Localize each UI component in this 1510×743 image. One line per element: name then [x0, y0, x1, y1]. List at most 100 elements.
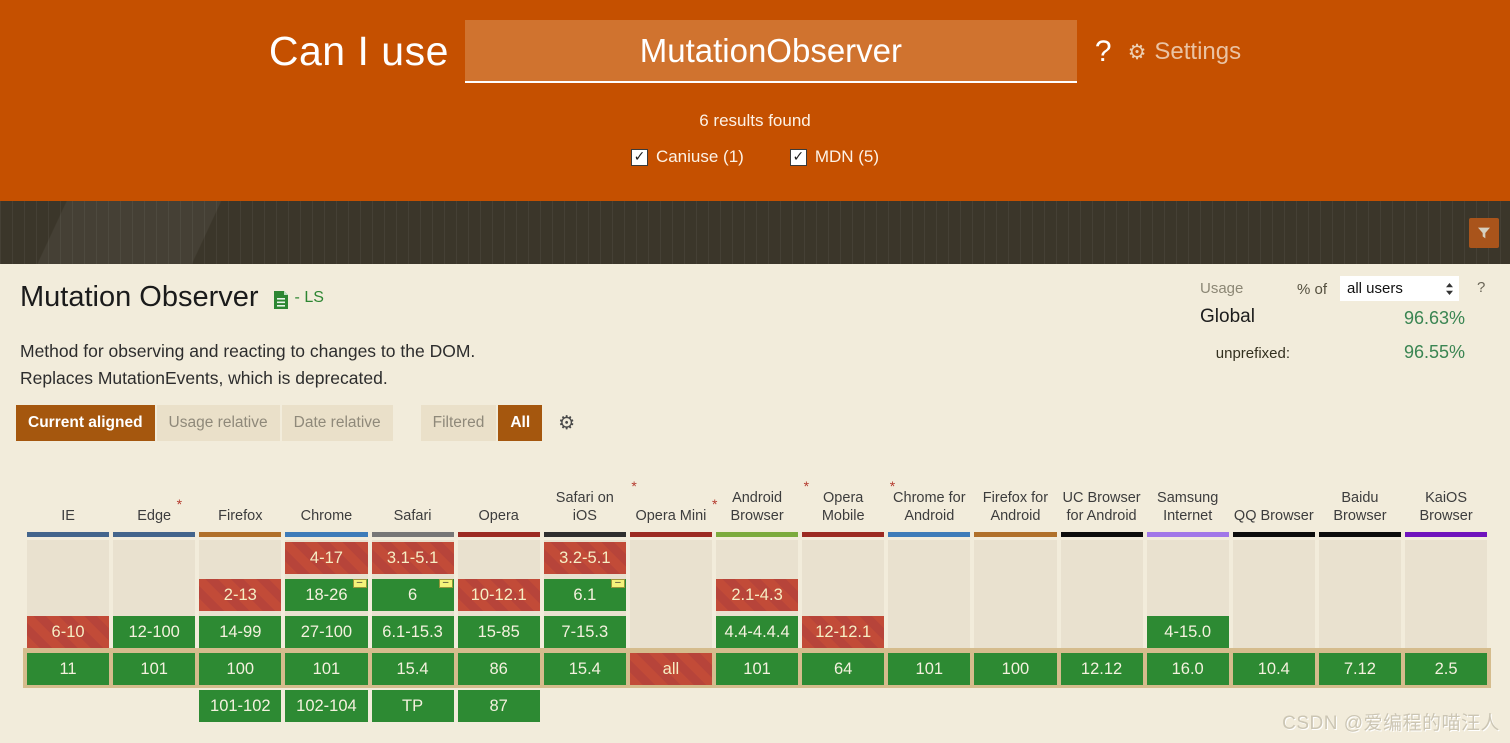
- version-cell[interactable]: 16.0: [1146, 653, 1229, 685]
- unprefixed-label: unprefixed:: [1215, 345, 1290, 362]
- browser-name: QQ Browser: [1233, 508, 1314, 524]
- version-cell[interactable]: 4-15.0: [1146, 616, 1229, 648]
- version-cell[interactable]: all: [629, 653, 712, 685]
- version-cell[interactable]: 101: [285, 653, 368, 685]
- version-cell[interactable]: 101-102: [199, 690, 282, 722]
- browser-name: Safari on iOS: [555, 490, 614, 524]
- version-cell[interactable]: 7.12: [1318, 653, 1401, 685]
- spec-document-icon[interactable]: [273, 290, 289, 310]
- brand-strip: [113, 532, 196, 537]
- browser-header: Baidu Browser: [1319, 454, 1401, 532]
- browser-header: Firefox for Android: [974, 454, 1056, 532]
- browser-column: Opera Mini * all: [629, 454, 717, 722]
- browser-name: Chrome: [300, 508, 353, 524]
- usage-help-link[interactable]: ?: [1477, 279, 1486, 296]
- note-asterisk: *: [176, 496, 183, 512]
- browser-name: Samsung Internet: [1157, 490, 1219, 524]
- browser-column: Firefox 2-13 14-99 100 101-102: [199, 454, 282, 722]
- version-cell[interactable]: 101: [888, 653, 971, 685]
- version-cell[interactable]: 18-26–: [285, 578, 368, 611]
- usage-region-select[interactable]: all users: [1340, 276, 1459, 301]
- version-cell[interactable]: 101: [113, 653, 196, 685]
- version-cell[interactable]: 12.12: [1060, 653, 1143, 685]
- version-cell[interactable]: 101: [716, 653, 799, 685]
- version-cell[interactable]: 2-13: [199, 579, 282, 611]
- version-cell[interactable]: 64: [802, 653, 885, 685]
- usage-label: Usage: [1200, 280, 1244, 297]
- feature-title: Mutation Observer: [20, 281, 259, 313]
- version-cell[interactable]: 6-10: [27, 616, 110, 648]
- help-link[interactable]: ?: [1094, 34, 1112, 68]
- browser-column: IE 6-10 11: [27, 454, 110, 722]
- spec-status-badge[interactable]: - LS: [294, 288, 324, 306]
- version-cell[interactable]: 12-100: [113, 616, 196, 648]
- unprefixed-value: 96.55%: [1403, 342, 1465, 362]
- browser-header: Safari on iOS *: [544, 454, 637, 532]
- description-line: Method for observing and reacting to cha…: [20, 341, 476, 361]
- search-input[interactable]: [464, 20, 1077, 83]
- site-brand: Can I use: [268, 28, 449, 74]
- select-arrows-icon: [1446, 282, 1453, 295]
- version-cell[interactable]: 4-17: [285, 542, 368, 574]
- browser-header: Opera Mini *: [630, 454, 717, 532]
- version-cell[interactable]: 6.1–: [543, 578, 626, 611]
- filter-all-button[interactable]: All: [498, 405, 543, 441]
- source-checkbox-caniuse[interactable]: ✓ Caniuse (1): [630, 147, 744, 167]
- brand-strip: [974, 532, 1057, 537]
- checkbox-checked-icon[interactable]: ✓: [789, 148, 807, 166]
- version-cell[interactable]: 15.4: [543, 653, 626, 685]
- version-cell[interactable]: 100: [974, 653, 1057, 685]
- version-cell[interactable]: 7-15.3: [543, 616, 626, 648]
- note-asterisk: *: [803, 478, 810, 494]
- version-cell[interactable]: 4.4-4.4.4: [716, 616, 799, 648]
- version-cell[interactable]: 10-12.1: [457, 579, 540, 611]
- brand-strip: [285, 532, 368, 537]
- brand-strip: [1405, 532, 1488, 537]
- note-asterisk: *: [631, 478, 637, 494]
- version-cell[interactable]: 3.2-5.1: [543, 542, 626, 574]
- version-cell[interactable]: 2.5: [1405, 653, 1488, 685]
- version-cell[interactable]: 100: [199, 653, 282, 685]
- filter-filtered-button[interactable]: Filtered: [420, 405, 497, 441]
- version-cell[interactable]: 3.1-5.1: [371, 542, 454, 574]
- brand-strip: [716, 532, 799, 537]
- source-label: Caniuse (1): [655, 147, 744, 166]
- version-cell[interactable]: 14-99: [199, 616, 282, 648]
- version-cell[interactable]: 12-12.1: [802, 616, 885, 648]
- tab-current-aligned[interactable]: Current aligned: [16, 405, 155, 441]
- version-cell[interactable]: 86: [457, 653, 540, 685]
- version-cell[interactable]: 11: [27, 653, 110, 685]
- browser-header: QQ Browser: [1233, 454, 1315, 532]
- version-cell[interactable]: 2.1-4.3: [716, 579, 799, 611]
- source-filter-row: ✓ Caniuse (1) ✓ MDN (5): [0, 147, 1510, 167]
- browser-header: KaiOS Browser: [1405, 454, 1487, 532]
- version-cell[interactable]: 87: [457, 690, 540, 722]
- checkbox-checked-icon[interactable]: ✓: [630, 148, 648, 166]
- browser-name: KaiOS Browser: [1419, 490, 1473, 524]
- version-cell[interactable]: 15.4: [371, 653, 454, 685]
- description-line: Replaces MutationEvents, which is deprec…: [20, 367, 388, 388]
- version-cell[interactable]: TP: [371, 690, 454, 722]
- browser-name: Firefox for Android: [982, 490, 1049, 524]
- brand-strip: [1232, 532, 1315, 537]
- compat-columns: IE 6-10 11 Edge * 12-100 101 Firefox 2-13 14-99 10…: [27, 454, 1488, 722]
- table-settings-gear-icon[interactable]: ⚙: [558, 412, 576, 434]
- browser-name: Safari: [393, 508, 432, 524]
- browser-name: Baidu Browser: [1333, 490, 1387, 524]
- settings-button[interactable]: ⚙ Settings: [1128, 38, 1242, 66]
- partial-note-marker: –: [610, 578, 625, 588]
- tab-date-relative[interactable]: Date relative: [281, 405, 393, 441]
- version-cell[interactable]: 15-85: [457, 616, 540, 648]
- source-checkbox-mdn[interactable]: ✓ MDN (5): [789, 147, 879, 167]
- version-cell[interactable]: 10.4: [1232, 653, 1315, 685]
- filter-button[interactable]: [1469, 218, 1499, 248]
- brand-strip: [543, 532, 626, 537]
- version-cell[interactable]: 27-100: [285, 616, 368, 648]
- version-cell[interactable]: 102-104: [285, 690, 368, 722]
- version-cell[interactable]: 6.1-15.3: [371, 616, 454, 648]
- version-cell[interactable]: 6–: [371, 578, 454, 611]
- tab-usage-relative[interactable]: Usage relative: [156, 405, 280, 441]
- browser-header: IE: [27, 454, 109, 532]
- app-header: Can I use ? ⚙ Settings 6 results found ✓…: [0, 0, 1510, 201]
- browser-name: IE: [61, 508, 75, 524]
